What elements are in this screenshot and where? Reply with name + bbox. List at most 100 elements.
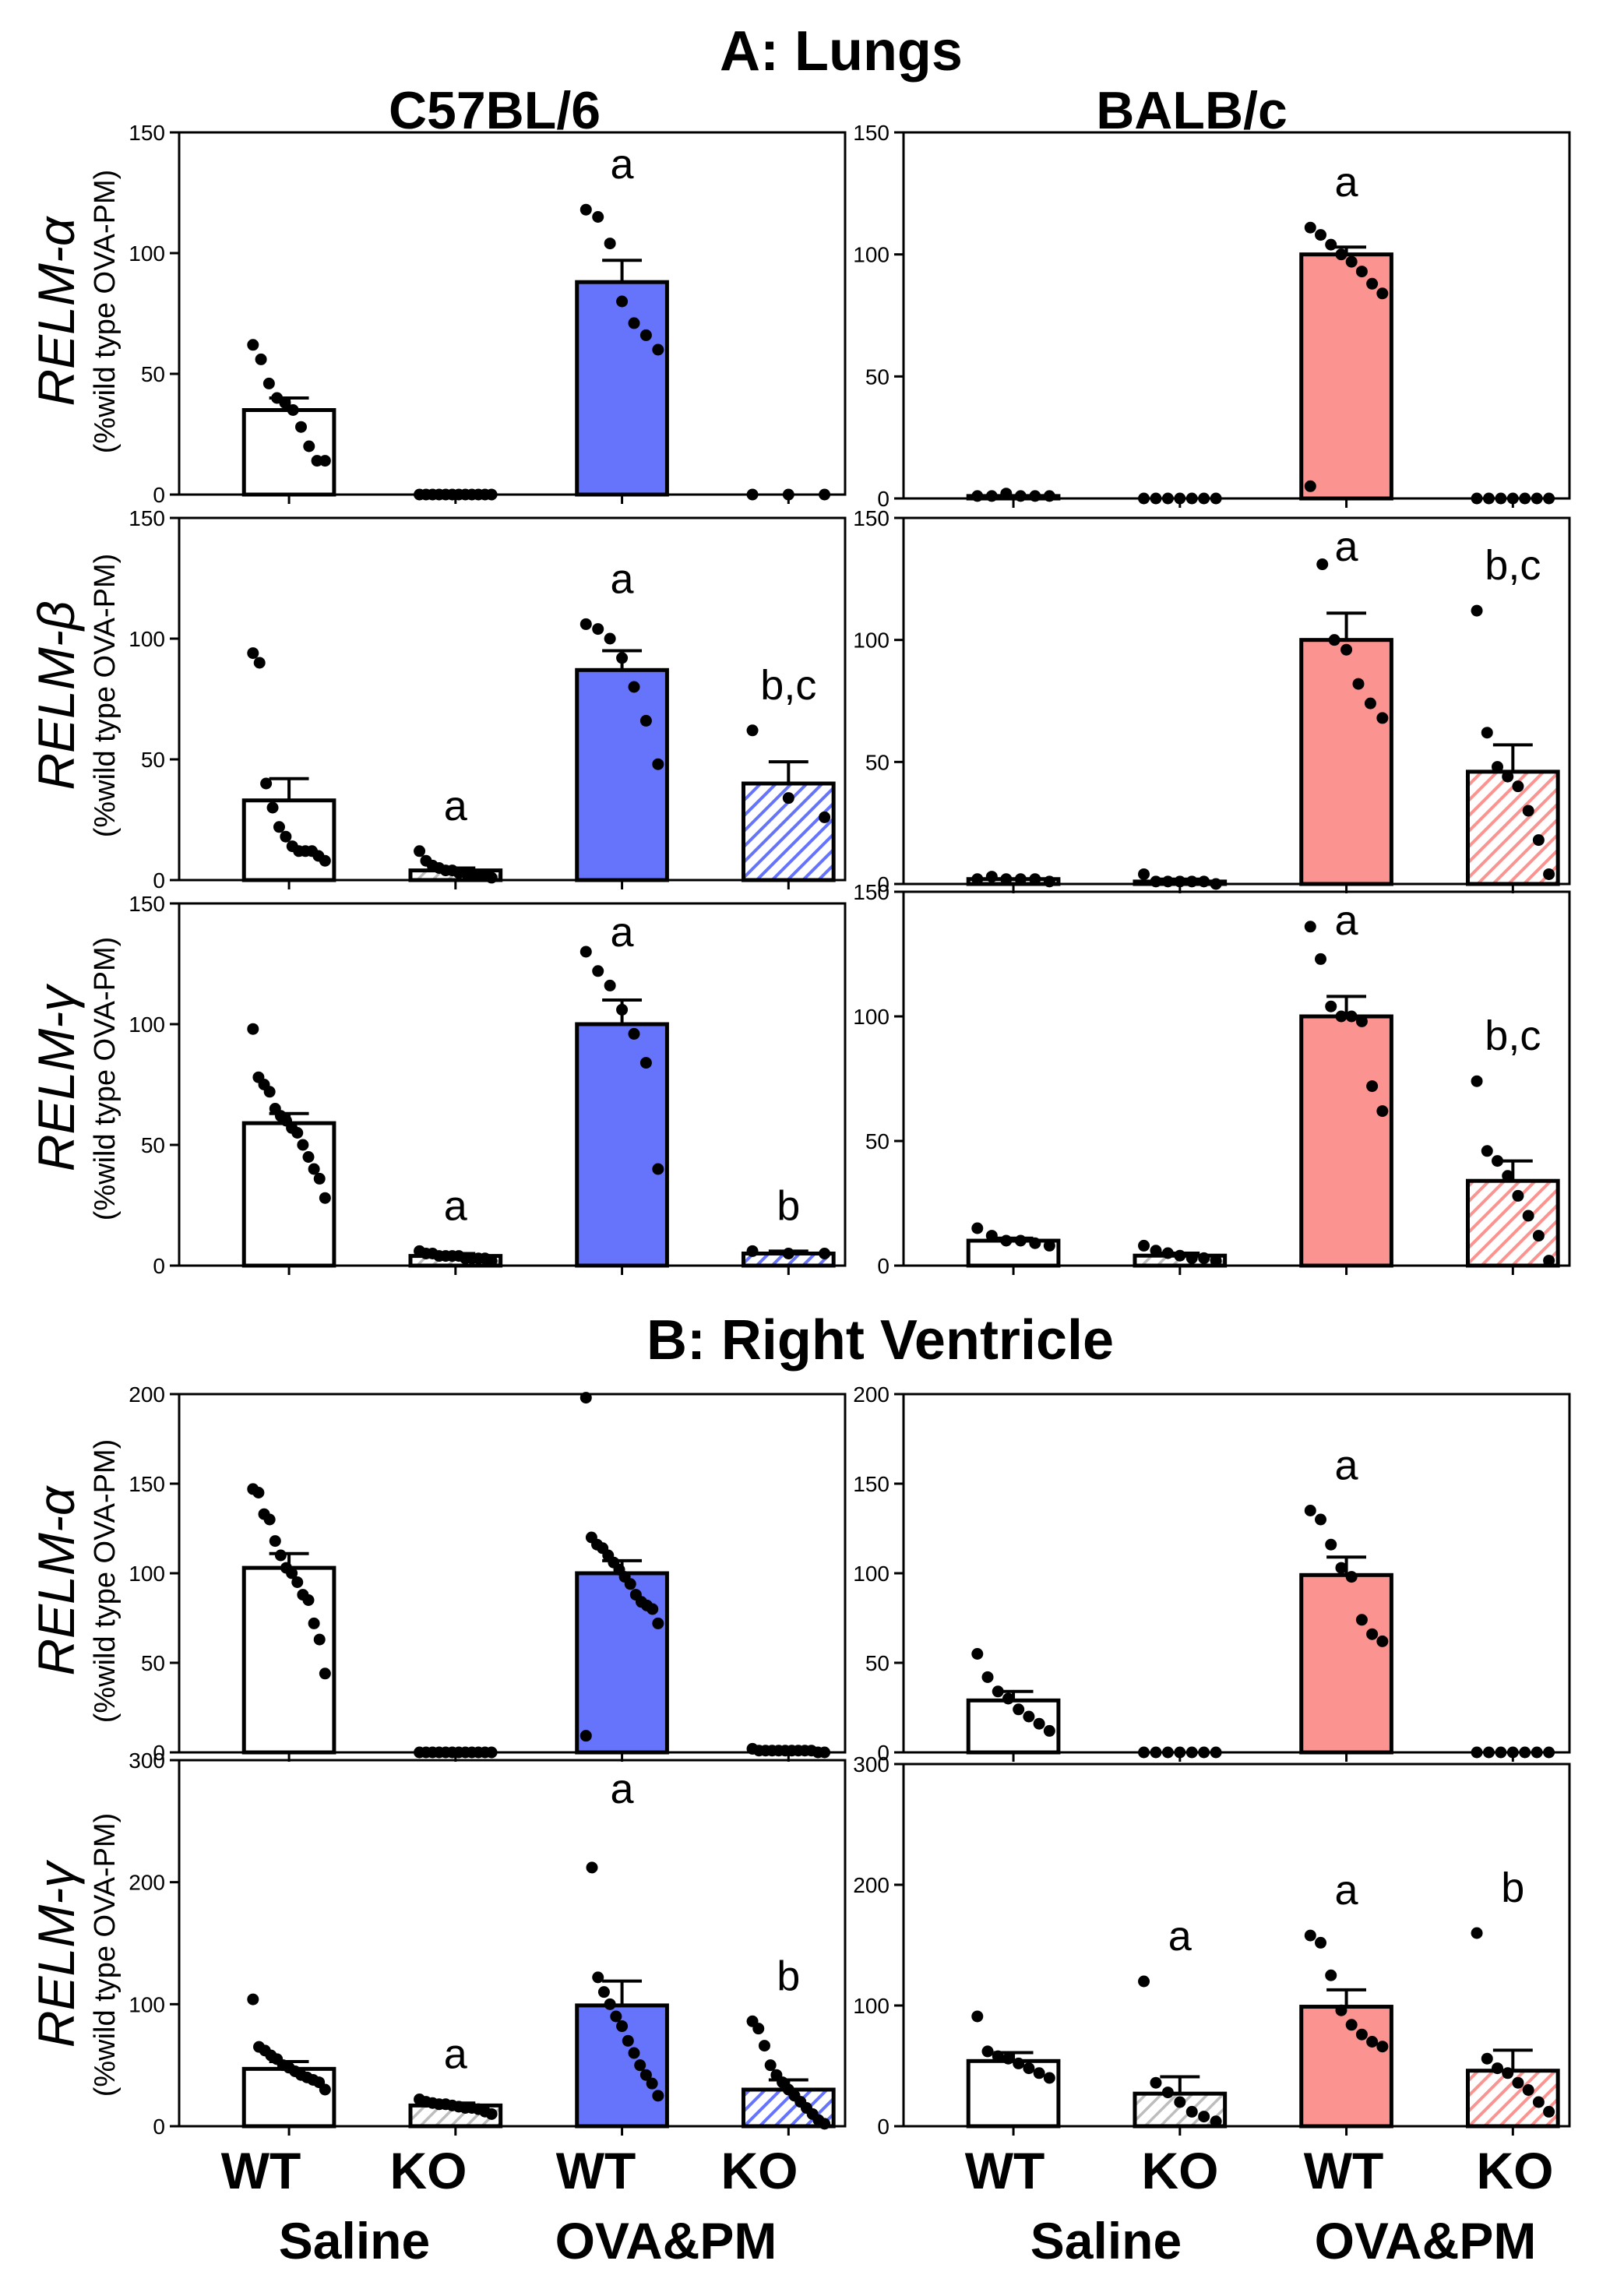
- y-tick-label: 0: [877, 2115, 890, 2139]
- data-point: [1495, 492, 1507, 505]
- data-point: [971, 1222, 984, 1234]
- y-tick-label: 200: [853, 1873, 890, 1897]
- data-point: [746, 724, 759, 737]
- data-point: [319, 1667, 331, 1680]
- bar: [1465, 2069, 1560, 2129]
- data-point: [1481, 2052, 1493, 2065]
- data-point: [1325, 238, 1337, 251]
- data-point: [1532, 2096, 1545, 2108]
- data-point: [592, 1971, 604, 1984]
- data-point: [1491, 1155, 1503, 1167]
- data-point: [1502, 770, 1514, 783]
- y-tick-label: 0: [153, 483, 165, 507]
- y-tick-label: 150: [853, 121, 890, 145]
- data-point: [604, 238, 616, 250]
- data-point: [639, 714, 652, 727]
- plot-frame: [902, 516, 1571, 886]
- col-title-c57: C57BL/6: [389, 81, 601, 140]
- data-point: [652, 2090, 664, 2102]
- significance-label: a: [1335, 159, 1359, 206]
- data-point: [260, 777, 273, 790]
- data-point: [485, 1746, 498, 1759]
- data-point: [1198, 492, 1210, 505]
- data-point: [1325, 1000, 1337, 1012]
- data-point: [291, 1576, 304, 1588]
- y-tick-label: 0: [153, 2115, 165, 2139]
- data-point: [981, 2045, 994, 2058]
- x-label-ko-ova-right: KO: [1477, 2142, 1554, 2199]
- data-point: [287, 404, 299, 416]
- data-point: [985, 1230, 998, 1242]
- data-point: [1023, 1710, 1035, 1723]
- y-tick-label: 150: [853, 506, 890, 530]
- row-label-unit: (%wild type OVA-PM): [89, 1813, 122, 2097]
- data-point: [1506, 1746, 1519, 1759]
- data-point: [1304, 480, 1316, 492]
- data-point: [1481, 727, 1493, 739]
- chart-panel: 0 50 100 150 200: [129, 1382, 847, 1765]
- data-point: [819, 488, 831, 501]
- data-point: [1355, 266, 1368, 278]
- y-tick-label: 0: [153, 868, 165, 893]
- data-point: [592, 965, 604, 977]
- data-point: [319, 455, 331, 467]
- data-point: [616, 295, 629, 308]
- chart-panel: 0 100 200 300 a a b: [129, 1730, 847, 2139]
- data-point: [1315, 229, 1327, 241]
- y-tick-label: 50: [865, 364, 890, 389]
- data-point: [1174, 492, 1186, 505]
- data-point: [646, 1603, 659, 1615]
- data-point: [1198, 1746, 1210, 1759]
- data-point: [1364, 697, 1376, 710]
- significance-label: a: [611, 909, 635, 956]
- data-point: [1522, 1210, 1534, 1222]
- data-point: [1023, 2062, 1035, 2075]
- data-point: [1532, 834, 1545, 847]
- row-label-unit: (%wild type OVA-PM): [89, 1439, 122, 1724]
- y-tick-label: 0: [877, 1741, 890, 1765]
- section-b-title: B: Right Ventricle: [646, 1309, 1114, 1372]
- data-point: [1304, 1505, 1316, 1516]
- y-tick-label: 100: [129, 241, 165, 266]
- data-point: [1043, 2072, 1055, 2084]
- data-point: [782, 1248, 794, 1259]
- y-tick-label: 50: [865, 1129, 890, 1153]
- data-point: [1138, 868, 1150, 880]
- data-point: [1345, 1571, 1358, 1583]
- x-group-saline-right: Saline: [1030, 2212, 1182, 2270]
- data-point: [1512, 2076, 1524, 2089]
- data-point: [971, 490, 984, 502]
- row-label-unit: (%wild type OVA-PM): [89, 937, 122, 1221]
- data-point: [319, 1192, 331, 1204]
- data-point: [297, 1139, 309, 1151]
- y-tick-label: 100: [853, 243, 890, 267]
- data-point: [262, 377, 275, 389]
- data-point: [319, 2083, 331, 2096]
- y-tick-label: 100: [129, 1012, 165, 1037]
- bar: [1299, 1014, 1393, 1268]
- data-point: [1522, 2084, 1534, 2096]
- x-group-ova-right: OVA&PM: [1315, 2212, 1537, 2270]
- data-point: [1198, 2111, 1210, 2123]
- data-point: [1210, 492, 1222, 505]
- data-point: [764, 2059, 777, 2072]
- x-label-ko-saline-right: KO: [1142, 2142, 1219, 2199]
- data-point: [579, 946, 592, 958]
- bar: [241, 1565, 336, 1755]
- data-point: [1150, 2076, 1162, 2089]
- data-point: [1150, 1245, 1162, 1257]
- data-point: [1366, 277, 1379, 290]
- data-point: [279, 396, 291, 409]
- y-tick-label: 200: [853, 1382, 890, 1407]
- data-point: [286, 1567, 298, 1579]
- data-point: [1366, 1080, 1379, 1093]
- data-point: [311, 455, 323, 467]
- data-point: [1481, 1145, 1493, 1157]
- data-point: [628, 2047, 640, 2059]
- data-point: [819, 2118, 831, 2130]
- data-point: [1345, 1010, 1358, 1023]
- data-point: [1210, 1255, 1222, 1267]
- x-group-saline-left: Saline: [279, 2212, 430, 2270]
- data-point: [1150, 1746, 1162, 1759]
